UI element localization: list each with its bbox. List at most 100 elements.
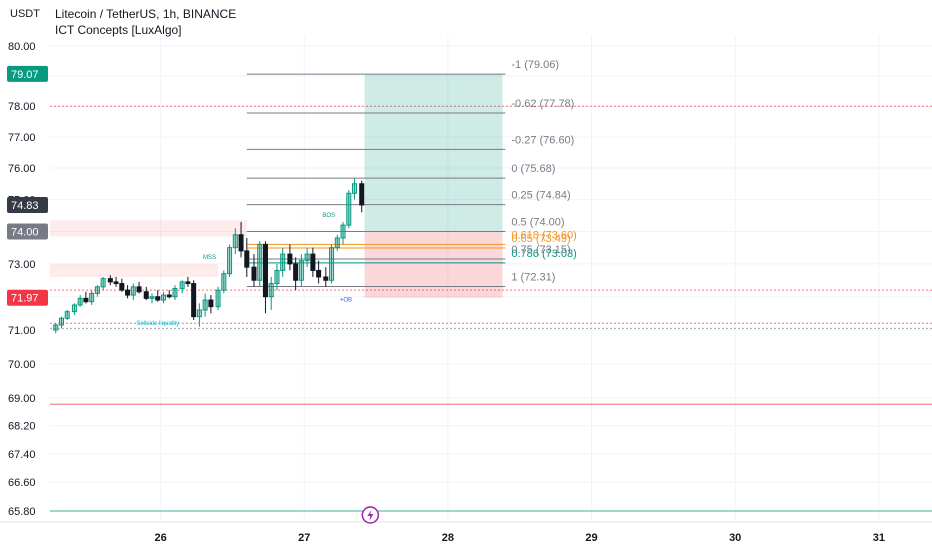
candle-body: [257, 243, 263, 281]
candle-body: [149, 296, 155, 299]
y-tick-label: 66.60: [8, 477, 36, 489]
candle-body: [293, 263, 299, 281]
x-tick-label: 28: [442, 532, 454, 544]
candle: [208, 295, 214, 314]
fib-level-label: 1 (72.31): [511, 271, 555, 283]
candle-body: [274, 269, 280, 285]
x-tick-label: 29: [585, 532, 597, 544]
annotation-label: Sellside liquidity: [136, 321, 179, 327]
candle: [191, 280, 197, 320]
candle-body-fill: [346, 193, 351, 226]
candle-body: [172, 287, 178, 298]
price-badge: 71.97: [7, 289, 48, 306]
candle-body-fill: [172, 288, 177, 297]
candle: [196, 303, 202, 327]
candles: [53, 178, 365, 334]
candle-body-fill: [197, 309, 202, 317]
candle-body: [334, 237, 340, 249]
candle: [89, 290, 95, 305]
y-tick-label: 71.00: [8, 325, 36, 337]
candle-body-fill: [305, 254, 310, 261]
candle: [215, 286, 221, 310]
candle-body: [166, 294, 172, 298]
grid: [50, 36, 932, 522]
candle: [64, 309, 70, 320]
candle-body: [287, 253, 293, 265]
candle-body: [53, 324, 59, 331]
y-tick-label: 69.00: [8, 393, 36, 405]
candle: [83, 291, 89, 304]
candle-body-fill: [280, 254, 285, 271]
candle: [221, 270, 227, 294]
currency-label: USDT: [10, 8, 40, 20]
event-marker-icon[interactable]: [361, 506, 380, 524]
y-tick-label: 80.00: [8, 41, 36, 53]
candle-body: [310, 253, 316, 271]
candle-body: [262, 243, 268, 298]
fib-level-label: 0.25 (74.84): [511, 190, 570, 202]
candle: [280, 247, 286, 277]
indicator-label[interactable]: ICT Concepts [LuxAlgo]: [55, 23, 182, 37]
price-badge-bg: [7, 196, 48, 213]
candle-body: [298, 260, 304, 281]
candle-body-fill: [149, 296, 155, 299]
supply-zone: [50, 263, 219, 277]
candle: [179, 280, 185, 294]
candle-body: [125, 289, 131, 296]
fib-level-label: 0.786 (73.03): [511, 248, 576, 260]
candle-body-fill: [59, 318, 64, 325]
price-badge-label: 74.00: [11, 227, 39, 239]
candle-body: [77, 297, 83, 306]
candle: [329, 244, 335, 284]
candle: [274, 263, 280, 291]
candle-body-fill: [72, 304, 77, 312]
x-tick-label: 26: [154, 532, 166, 544]
candle: [251, 254, 257, 287]
price-badge-label: 74.83: [11, 200, 39, 212]
candle: [287, 244, 293, 271]
candle-body-fill: [221, 273, 226, 291]
candle-body-fill: [269, 283, 274, 297]
price-badge: 74.83: [7, 196, 48, 213]
candle: [185, 276, 191, 287]
candle-body-fill: [335, 237, 340, 248]
fib-level-label: -0.62 (77.78): [511, 98, 574, 110]
price-badge: 74.00: [7, 223, 48, 240]
candle-body: [251, 266, 257, 281]
candle-body-fill: [233, 234, 238, 248]
fib-level-label: 0.618 (73.60): [511, 229, 576, 241]
candle-body-fill: [257, 244, 262, 281]
candle-body-fill: [203, 300, 208, 310]
candle: [119, 278, 125, 292]
symbol-title[interactable]: Litecoin / TetherUS, 1h, BINANCE: [55, 7, 237, 21]
candle-body: [64, 311, 70, 319]
candle-body-fill: [341, 225, 346, 238]
candle: [136, 281, 142, 294]
candle: [107, 275, 113, 286]
candle: [125, 285, 131, 299]
candle-body: [71, 304, 77, 313]
candle-body: [268, 283, 274, 298]
candle: [323, 267, 329, 287]
candle-body: [155, 296, 161, 301]
candle: [155, 290, 161, 302]
candle: [227, 244, 233, 277]
price-badge-bg: [7, 65, 48, 82]
candle: [316, 260, 322, 284]
x-tick-label: 31: [873, 532, 885, 544]
candle-body: [143, 291, 149, 299]
fib-level-label: 0.65 (73.49): [511, 233, 570, 245]
candle: [172, 285, 178, 301]
fib-level-label: 0.75 (73.15): [511, 244, 570, 256]
candle-body-fill: [161, 295, 166, 301]
candle: [166, 290, 172, 299]
candle-body: [119, 283, 125, 291]
y-tick-label: 68.20: [8, 421, 36, 433]
candle-body-fill: [216, 290, 221, 307]
candle: [346, 190, 352, 229]
candle: [53, 323, 59, 334]
lightning-icon: [367, 510, 374, 521]
y-axis: 80.0079.0078.0077.0076.0075.0074.0073.00…: [8, 41, 36, 518]
annotation-label: BOS: [322, 213, 335, 219]
